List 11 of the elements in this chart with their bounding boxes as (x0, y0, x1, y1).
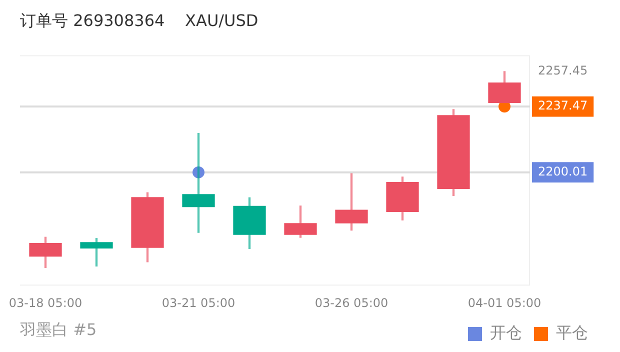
legend-label: 开仓 (490, 323, 522, 342)
x-tick-label: 03-21 05:00 (162, 296, 236, 310)
chart-title: 订单号 269308364 XAU/USD (20, 10, 258, 30)
x-tick-label: 03-26 05:00 (314, 296, 388, 310)
x-tick-label: 04-01 05:00 (468, 296, 542, 310)
y-tick-label: 2237.47 (538, 98, 588, 113)
y-tick-label: 2257.45 (538, 64, 588, 78)
x-tick-label: 03-18 05:00 (8, 296, 82, 310)
legend-label: 平仓 (556, 323, 588, 342)
y-tick-label: 2200.01 (538, 164, 588, 178)
text: 羽墨白 #5 (19, 320, 97, 340)
